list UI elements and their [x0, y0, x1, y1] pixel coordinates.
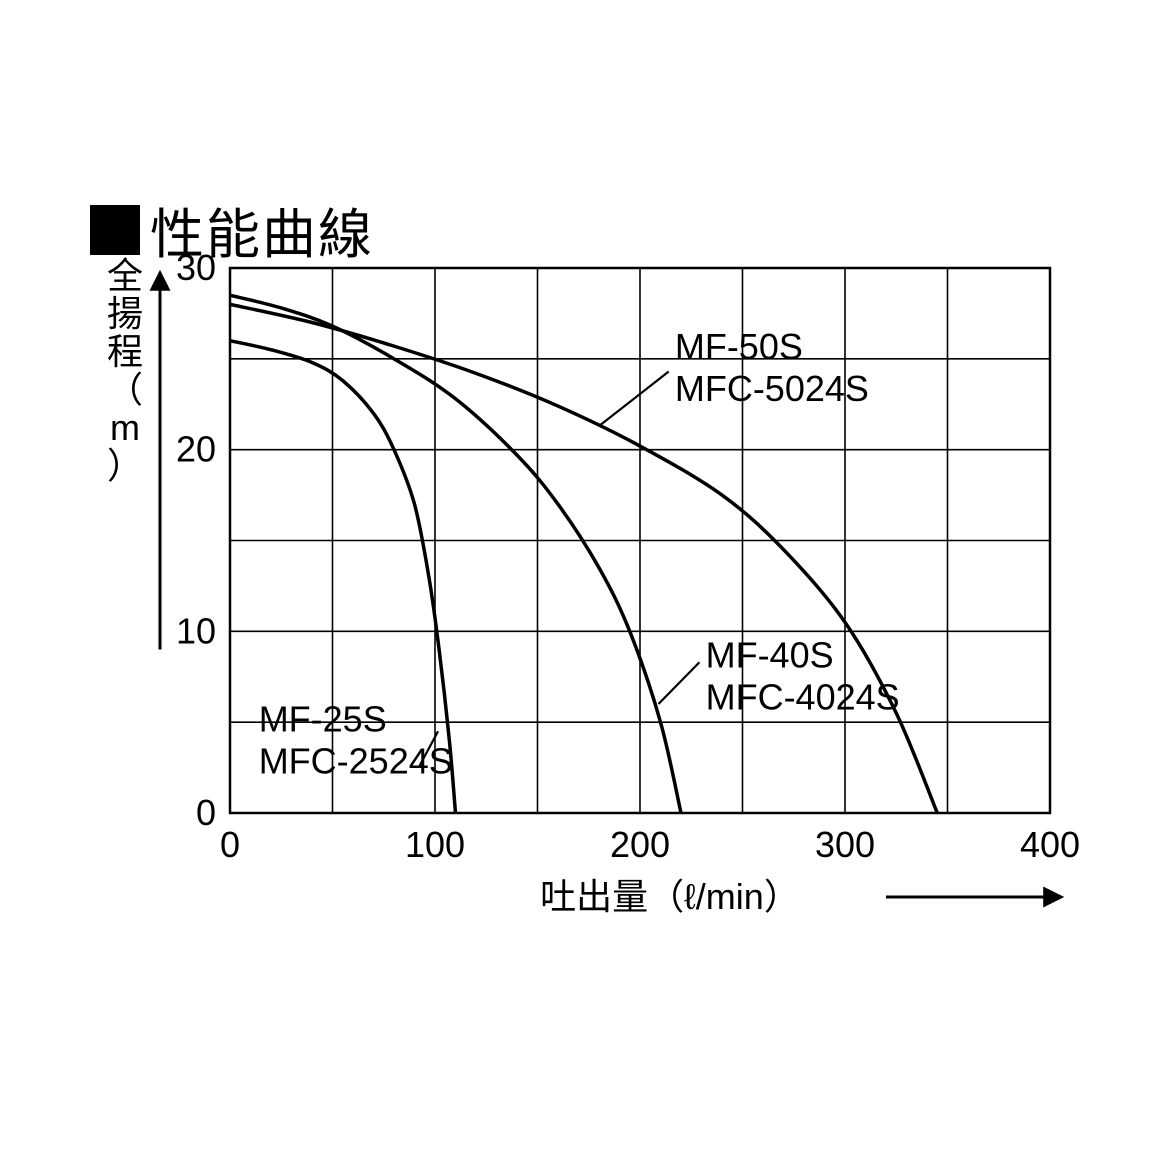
chart-title: 性能曲線: [150, 190, 374, 269]
series-label: MF-50S: [675, 326, 803, 367]
x-axis-label: 吐出量（ℓ/min）: [540, 876, 800, 917]
x-tick-label: 100: [405, 824, 465, 865]
x-tick-label: 400: [1020, 824, 1080, 865]
series-leader-line: [658, 662, 699, 704]
y-axis-label-char: 揚: [107, 293, 143, 334]
x-tick-label: 0: [220, 824, 240, 865]
chart-title-row: 性能曲線: [90, 190, 374, 269]
series-label: MF-25S: [259, 698, 387, 739]
y-axis-label-char: 程: [107, 331, 143, 372]
series-label: MFC-2524S: [259, 740, 453, 781]
y-axis-label-char: m: [110, 407, 140, 448]
y-tick-label: 0: [196, 792, 216, 833]
y-tick-label: 10: [176, 610, 216, 651]
x-tick-label: 300: [815, 824, 875, 865]
series-label: MF-40S: [706, 635, 834, 676]
y-axis-label-char: ）: [107, 445, 143, 486]
title-square-bullet: [90, 205, 140, 255]
series-leader-line: [599, 372, 669, 427]
y-axis-label-char: （: [107, 369, 143, 410]
y-tick-label: 20: [176, 429, 216, 470]
series-label: MFC-5024S: [675, 368, 869, 409]
series-label: MFC-4024S: [706, 677, 900, 718]
performance-curve-chart: 01020300100200300400全揚程（m）吐出量（ℓ/min）MF-2…: [0, 0, 1176, 1176]
x-tick-label: 200: [610, 824, 670, 865]
